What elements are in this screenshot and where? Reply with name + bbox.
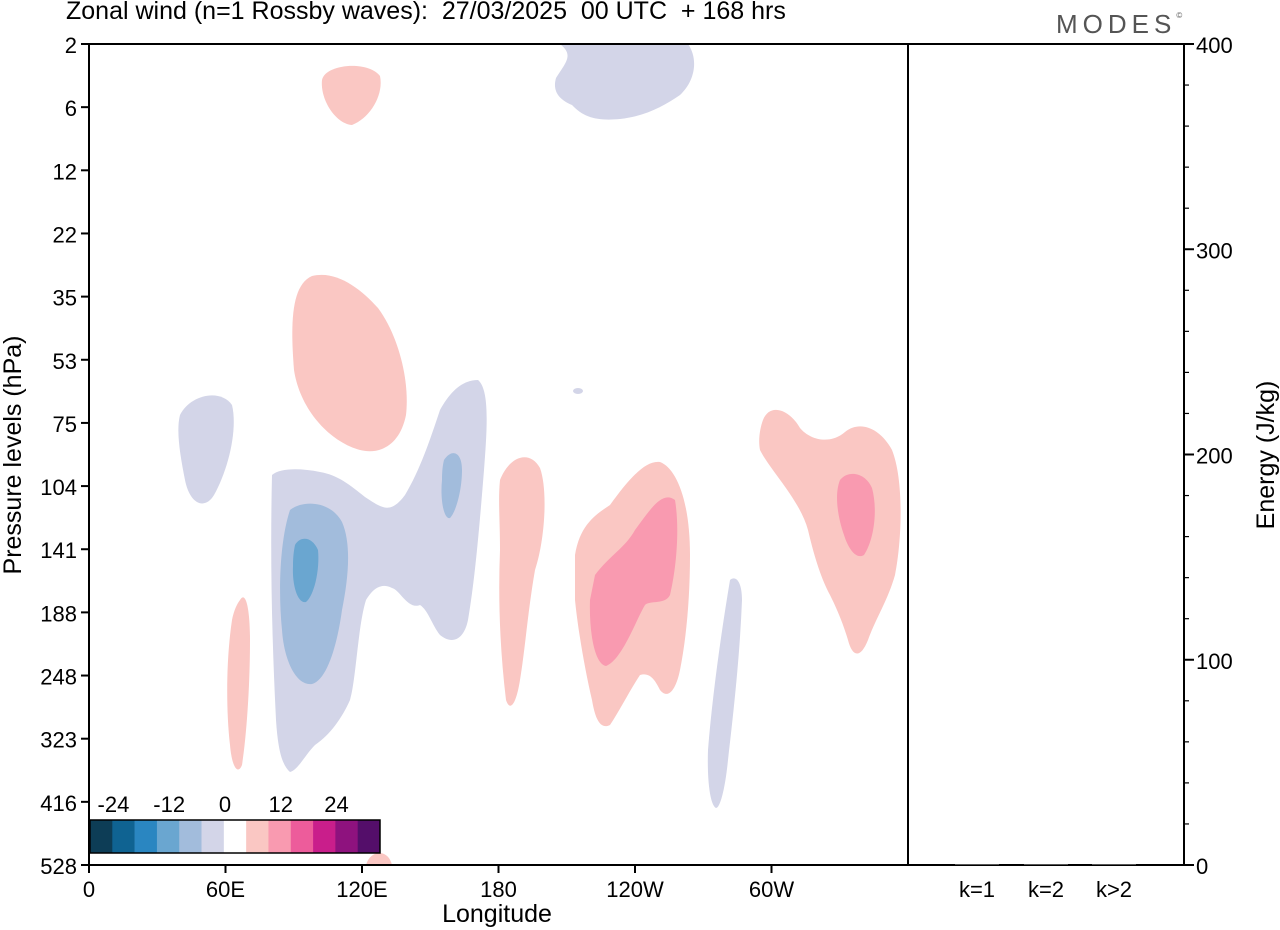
longitude-tick-label: 60W [749, 877, 794, 902]
pressure-tick-label: 248 [40, 665, 77, 690]
energy-axis: 0 100 200 300 400 [1184, 33, 1233, 879]
colorbar-swatch [357, 820, 381, 853]
energy-tick-label: 100 [1196, 649, 1233, 674]
modes-logo: MODES© [1056, 9, 1182, 40]
colorbar-tick-label: 0 [219, 792, 231, 817]
pressure-tick-label: 22 [53, 222, 77, 247]
longitude-tick-label: 180 [480, 877, 517, 902]
colorbar-swatch [246, 820, 269, 853]
pressure-tick-label: 53 [53, 349, 77, 374]
colorbar-swatch [156, 820, 180, 853]
pressure-tick-label: 323 [40, 728, 77, 753]
longitude-axis: 0 60E 120E 180 120W 60W [83, 865, 794, 902]
colorbar-swatch [90, 820, 113, 853]
pressure-tick-label: 75 [53, 412, 77, 437]
pressure-tick-label: 416 [40, 791, 77, 816]
contour-positive-30w-inner [837, 473, 875, 557]
energy-tick-label: 0 [1196, 854, 1208, 879]
pressure-tick-label: 528 [40, 854, 77, 879]
colorbar-swatch [179, 820, 202, 853]
colorbar-swatch [313, 820, 336, 853]
energy-categories: k=1 k=2 k>2 [959, 877, 1132, 902]
x-axis-label: Longitude [442, 900, 552, 928]
energy-tick-label: 200 [1196, 444, 1233, 469]
energy-axis-label: Energy (J/kg) [1252, 381, 1280, 530]
contour-negative-main-core [292, 538, 319, 603]
contour-negative-dateline-core [441, 453, 462, 519]
longitude-tick-label: 60E [206, 877, 245, 902]
contour-negative-main [271, 380, 487, 772]
energy-panel-frame [907, 43, 1185, 866]
contour-negative-west [178, 395, 234, 504]
colorbar-ticks: -24 -12 0 12 24 [98, 792, 349, 817]
pressure-tick-label: 6 [65, 96, 77, 121]
energy-bar [1092, 864, 1136, 865]
colorbar-swatch [223, 820, 247, 853]
energy-bar [955, 864, 999, 865]
logo-mark: © [1176, 11, 1183, 20]
chart-title: Zonal wind (n=1 Rossby waves): 27/03/202… [66, 0, 786, 25]
energy-bar [1024, 864, 1068, 865]
y-axis-label: Pressure levels (hPa) [0, 336, 27, 575]
colorbar-swatch [112, 820, 135, 853]
colorbar-tick-label: -12 [153, 792, 185, 817]
contour-negative-80w [707, 578, 742, 808]
longitude-tick-label: 0 [83, 877, 95, 902]
pressure-tick-label: 141 [40, 538, 77, 563]
pressure-tick-label: 2 [65, 33, 77, 58]
energy-bars [955, 864, 1136, 865]
longitude-tick-label: 120W [606, 877, 664, 902]
longitude-tick-label: 120E [336, 877, 387, 902]
energy-category-label: k=2 [1028, 877, 1064, 902]
contour-positive-upper-60e [321, 65, 381, 125]
colorbar-swatch [268, 820, 292, 853]
pressure-tick-label: 12 [53, 159, 77, 184]
contour-positive-120w-inner [589, 497, 678, 666]
colorbar-frame [89, 819, 381, 854]
energy-tick-label: 400 [1196, 33, 1233, 58]
contour-negative-speck [573, 388, 583, 394]
pressure-tick-label: 188 [40, 601, 77, 626]
pressure-axis: 2 6 12 22 35 53 75 104 141 188 248 323 416 528 [40, 33, 89, 879]
contour-field [178, 44, 901, 865]
contour-positive-30w [759, 409, 901, 654]
colorbar-swatch [290, 820, 314, 853]
contour-positive-180 [499, 457, 545, 706]
energy-tick-label: 300 [1196, 238, 1233, 263]
contour-negative-upper-150w [554, 44, 695, 120]
colorbar-swatch [335, 820, 358, 853]
logo-text: MODES [1056, 9, 1177, 39]
contour-positive-lower-60e [227, 597, 250, 770]
pressure-tick-label: 104 [40, 475, 77, 500]
colorbar-tick-label: -24 [98, 792, 130, 817]
energy-category-label: k>2 [1096, 877, 1132, 902]
colorbar [89, 819, 381, 854]
colorbar-tick-label: 12 [268, 792, 292, 817]
colorbar-tick-label: 24 [324, 792, 348, 817]
colorbar-swatch [134, 820, 158, 853]
contour-positive-surface-120e [366, 852, 392, 865]
contour-positive-stratosphere-50e [292, 274, 407, 452]
colorbar-swatch [201, 820, 225, 853]
pressure-tick-label: 35 [53, 286, 77, 311]
energy-category-label: k=1 [959, 877, 995, 902]
